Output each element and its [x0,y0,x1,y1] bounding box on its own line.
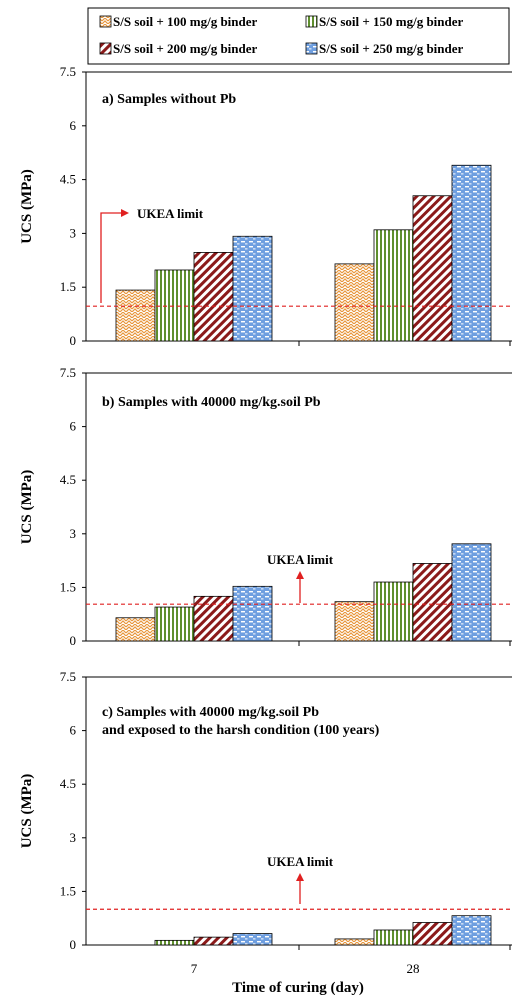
y-axis-title: UCS (MPa) [19,169,35,244]
bar [452,544,491,641]
bar [155,940,194,945]
bar [335,264,374,341]
bar [194,596,233,641]
bar [413,922,452,945]
x-tick-label: 7 [191,961,198,976]
legend-label-250: S/S soil + 250 mg/g binder [319,41,464,56]
y-tick-label: 6 [70,118,77,133]
bar [335,939,374,945]
y-tick-label: 0 [70,633,77,648]
y-tick-label: 1.5 [60,883,76,898]
panel-title: c) Samples with 40000 mg/kg.soil Pb [102,705,319,720]
bar [155,270,194,341]
bar [374,582,413,641]
bar [233,586,272,641]
legend-label-100: S/S soil + 100 mg/g binder [113,14,258,29]
y-tick-label: 3 [70,526,77,541]
y-tick-label: 4.5 [60,776,76,791]
chart-panels: 0 1.5 3 4.5 6 7.5 UCS (MPa) a) Samples without … [19,64,512,976]
y-tick-label: 4.5 [60,172,76,187]
bar [233,236,272,341]
legend: S/S soil + 100 mg/g binder S/S soil + 15… [88,8,509,64]
legend-label-200: S/S soil + 200 mg/g binder [113,41,258,56]
y-tick-label: 6 [70,723,77,738]
limit-arrow [101,213,122,303]
bar [116,618,155,641]
y-tick-label: 1.5 [60,579,76,594]
y-tick-label: 3 [70,225,77,240]
bar [374,930,413,945]
limit-arrow-head [296,571,304,579]
bar [413,196,452,341]
bar [194,937,233,945]
limit-label: UKEA limit [137,206,204,221]
y-tick-label: 7.5 [60,365,76,380]
y-tick-label: 7.5 [60,669,76,684]
bar [335,602,374,641]
x-tick-label: 28 [407,961,420,976]
bar [116,290,155,341]
bar [452,165,491,341]
bar [374,230,413,341]
y-tick-label: 6 [70,419,77,434]
y-tick-label: 3 [70,830,77,845]
bar [155,607,194,641]
y-axis-title: UCS (MPa) [19,774,35,849]
limit-arrow-head [296,873,304,881]
legend-swatch-200 [100,43,111,54]
legend-swatch-150 [306,16,317,27]
y-tick-label: 1.5 [60,279,76,294]
bar [194,252,233,341]
x-axis-title: Time of curing (day) [232,980,364,996]
bar [413,563,452,641]
limit-label: UKEA limit [267,552,334,567]
panel-a: 0 1.5 3 4.5 6 7.5 UCS (MPa) a) Samples without … [19,64,512,348]
legend-swatch-250 [306,43,317,54]
limit-arrow-head [121,209,129,217]
y-axis-title: UCS (MPa) [19,470,35,545]
legend-swatch-100 [100,16,111,27]
y-tick-label: 4.5 [60,472,76,487]
panel-title: b) Samples with 40000 mg/kg.soil Pb [102,395,321,410]
limit-label: UKEA limit [267,854,334,869]
panel-title-line2: and exposed to the harsh condition (100 … [102,723,380,738]
panel-title: a) Samples without Pb [102,92,236,107]
y-tick-label: 7.5 [60,64,76,79]
bar [233,934,272,945]
legend-label-150: S/S soil + 150 mg/g binder [319,14,464,29]
y-tick-label: 0 [70,937,77,952]
panel-c: 0 1.5 3 4.5 6 7.5 UCS (MPa) c) Samples with 400… [19,669,512,976]
bar [452,916,491,945]
y-tick-label: 0 [70,333,77,348]
panel-b: 0 1.5 3 4.5 6 7.5 UCS (MPa) b) Samples with 400… [19,365,512,648]
